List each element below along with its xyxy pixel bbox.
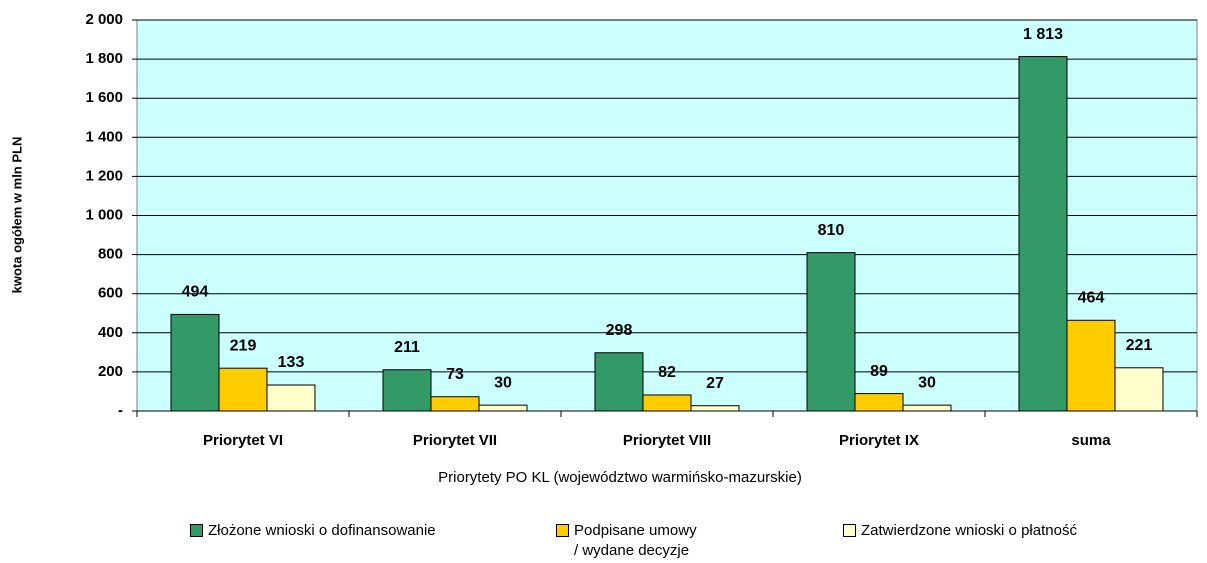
legend-label: Złożone wnioski o dofinansowanie [208, 522, 436, 539]
y-tick-label: 600 [98, 285, 123, 302]
bar [902, 404, 952, 412]
legend-item: Podpisane umowy / wydane decyzje [556, 521, 699, 561]
value-label: 221 [1126, 337, 1153, 354]
y-tick-label: 1 200 [85, 167, 123, 184]
value-label: 27 [706, 375, 724, 392]
value-label: 211 [394, 339, 420, 356]
x-tick-label: Priorytet VIII [623, 432, 711, 449]
bar [594, 352, 644, 412]
value-label: 219 [230, 337, 257, 354]
bar [382, 369, 432, 412]
value-label: 298 [606, 322, 633, 339]
value-label: 133 [278, 354, 305, 371]
legend-item: Złożone wnioski o dofinansowanie [190, 521, 436, 541]
bar [642, 394, 692, 412]
y-axis-title: kwota ogółem w mln PLN [9, 137, 24, 294]
y-tick-label: 1 800 [85, 50, 123, 67]
legend-label: Zatwierdzone wnioski o płatność [861, 522, 1077, 539]
y-tick-label: 1 000 [85, 206, 123, 223]
y-tick-label: 200 [98, 363, 123, 380]
bar [218, 367, 268, 412]
value-label: 810 [818, 222, 845, 239]
bar [854, 393, 904, 412]
value-label: 494 [182, 284, 209, 301]
value-label: 1 813 [1023, 26, 1063, 43]
bar [430, 396, 480, 412]
value-label: 30 [918, 374, 936, 391]
bar [478, 404, 528, 412]
bar [1066, 319, 1116, 412]
bar [1114, 367, 1164, 412]
bar [806, 252, 856, 412]
value-label: 82 [658, 364, 676, 381]
y-tick-label: 1 400 [85, 128, 123, 145]
bar [1018, 56, 1068, 412]
x-tick-label: Priorytet IX [839, 432, 919, 449]
y-tick-label: 1 600 [85, 89, 123, 106]
bar [690, 405, 740, 412]
legend-swatch [190, 524, 203, 537]
y-tick-label: - [118, 402, 123, 419]
y-tick-label: 800 [98, 246, 123, 263]
x-tick-label: Priorytet VI [203, 432, 283, 449]
bar [170, 313, 220, 412]
legend-item: Zatwierdzone wnioski o płatność [843, 521, 1077, 541]
legend-swatch [843, 524, 856, 537]
x-tick-label: Priorytet VII [413, 432, 497, 449]
value-label: 464 [1078, 290, 1105, 307]
value-label: 73 [446, 366, 464, 383]
legend-label: Podpisane umowy / wydane decyzje [574, 522, 697, 559]
bar [266, 384, 316, 412]
y-tick-label: 400 [98, 324, 123, 341]
chart: kwota ogółem w mln PLN Priorytety PO KL … [9, 11, 1198, 486]
x-tick-label: suma [1071, 432, 1111, 449]
x-axis-title: Priorytety PO KL (województwo warmińsko-… [438, 469, 802, 486]
value-label: 89 [870, 363, 888, 380]
value-label: 30 [494, 374, 512, 391]
legend-swatch [556, 524, 569, 537]
y-tick-label: 2 000 [85, 11, 123, 28]
